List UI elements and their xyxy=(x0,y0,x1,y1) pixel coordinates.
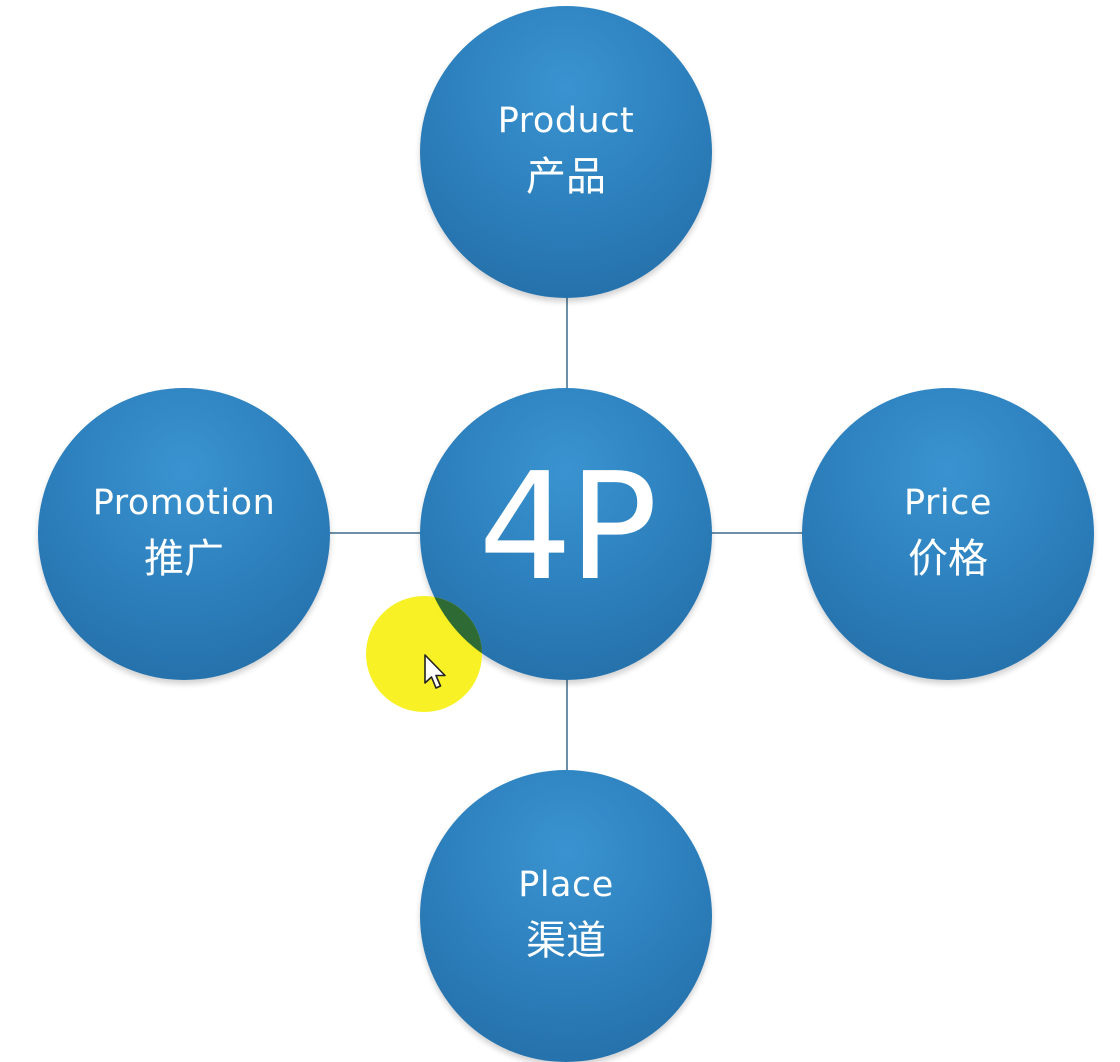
node-price[interactable]: Price 价格 xyxy=(802,388,1094,680)
node-promotion-zh: 推广 xyxy=(144,536,224,582)
connector-place xyxy=(566,676,568,772)
node-product-zh: 产品 xyxy=(526,154,606,200)
node-price-zh: 价格 xyxy=(908,536,988,582)
node-place-en: Place xyxy=(518,865,614,905)
node-product[interactable]: Product 产品 xyxy=(420,6,712,298)
node-place[interactable]: Place 渠道 xyxy=(420,770,712,1062)
node-place-zh: 渠道 xyxy=(526,918,606,964)
connector-product xyxy=(566,296,568,392)
node-price-en: Price xyxy=(904,483,992,523)
mouse-pointer-icon xyxy=(424,654,446,689)
node-promotion-en: Promotion xyxy=(92,483,276,523)
center-label: 4P xyxy=(478,441,657,613)
node-product-en: Product xyxy=(497,101,635,141)
node-promotion[interactable]: Promotion 推广 xyxy=(38,388,330,680)
connector-promotion xyxy=(330,532,422,534)
connector-price xyxy=(710,532,802,534)
